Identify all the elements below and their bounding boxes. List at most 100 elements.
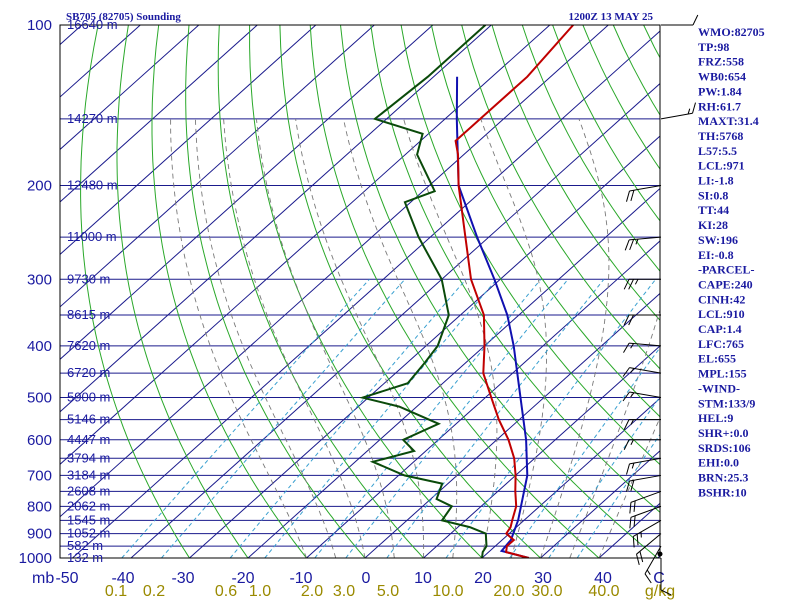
index-entry: SRDS:106	[698, 441, 751, 455]
moist-adiabat-line	[343, 118, 458, 558]
wind-barb	[644, 545, 662, 584]
height-label: 2608 m	[67, 483, 110, 498]
index-entry: BSHR:10	[698, 485, 747, 499]
wind-barb	[661, 14, 699, 26]
moist-adiabat-line	[194, 118, 337, 558]
index-entry: SI:0.8	[698, 188, 728, 202]
height-label: 11000 m	[67, 229, 117, 244]
dry-adiabat-line	[461, 25, 660, 370]
isotherm-line	[60, 25, 375, 308]
height-label: 9730 m	[67, 271, 110, 286]
pressure-tick-label: 400	[27, 338, 52, 355]
pressure-tick-label: 600	[27, 432, 52, 449]
wind-barb	[623, 439, 661, 450]
index-entry: BRN:25.3	[698, 471, 748, 485]
index-entry: TP:98	[698, 40, 729, 54]
mixing-ratio-line	[345, 278, 569, 558]
height-label: 16640 m	[67, 17, 118, 32]
dry-adiabat-line	[80, 25, 190, 558]
dry-adiabat-line	[116, 25, 249, 558]
moist-adiabat-line	[170, 118, 307, 558]
dry-adiabat-line	[185, 25, 366, 558]
wind-barb	[622, 391, 662, 402]
dry-adiabat-line	[340, 25, 658, 558]
moist-adiabat-line	[598, 416, 660, 558]
index-entry: EHI:0.0	[698, 456, 739, 470]
temperature-tick-label: C	[653, 570, 665, 587]
height-label: 132 m	[67, 550, 103, 565]
temperature-tick-label: -30	[171, 570, 194, 587]
index-entry: EI:-0.8	[698, 248, 734, 262]
isotherm-line	[423, 345, 660, 558]
height-label: 6720 m	[67, 365, 110, 380]
mixing-ratio-label: 2.0	[301, 583, 323, 600]
chart-title: SB705 (82705) Sounding	[66, 11, 181, 23]
isotherm-line	[364, 292, 660, 558]
temperature-tick-label: 30	[534, 570, 552, 587]
index-entry: -WIND-	[698, 381, 740, 395]
dry-adiabat-line	[430, 25, 660, 418]
mixing-ratio-label: 0.2	[143, 583, 165, 600]
mixing-ratio-label: 40.0	[588, 583, 619, 600]
dry-adiabat-line	[400, 25, 660, 466]
temperature-tick-label: 10	[414, 570, 432, 587]
index-entry: HEL:9	[698, 411, 733, 425]
parcel-path-line	[455, 76, 530, 558]
index-entry: -PARCEL-	[698, 263, 754, 277]
pressure-tick-label: 1000	[19, 550, 52, 567]
temperature-tick-label: 20	[474, 570, 492, 587]
index-entry: SHR+:0.0	[698, 426, 749, 440]
wind-barb	[629, 505, 662, 529]
index-entry: LCL:971	[698, 159, 745, 173]
index-entry: TT:44	[698, 203, 729, 217]
index-entry: MPL:155	[698, 367, 747, 381]
mixing-ratio-label: 5.0	[377, 583, 399, 600]
temperature-tick-label: -40	[111, 570, 134, 587]
dry-adiabat-line	[279, 25, 541, 558]
dry-adiabat-line	[370, 25, 660, 513]
mixing-ratio-line	[445, 278, 657, 558]
wind-barb	[636, 533, 662, 566]
mixing-ratio-line	[161, 278, 406, 558]
height-label: 1052 m	[67, 526, 110, 541]
index-entry: WMO:82705	[698, 25, 765, 39]
dry-adiabat-line	[582, 25, 660, 170]
mixing-ratio-line	[576, 433, 660, 558]
wind-barb	[660, 558, 672, 596]
height-label: 582 m	[67, 538, 103, 553]
mixing-ratio-label: g/kg	[645, 583, 675, 600]
dry-adiabat-line	[552, 25, 660, 222]
pressure-tick-label: 900	[27, 526, 52, 543]
dry-adiabat-line	[521, 25, 660, 272]
index-entry: SW:196	[698, 233, 738, 247]
moist-adiabat-line	[540, 118, 610, 558]
mixing-ratio-line	[229, 278, 467, 558]
wind-barb	[623, 419, 661, 430]
wind-barb	[623, 314, 661, 326]
temperature-tick-label: -20	[231, 570, 254, 587]
chart-datetime: 1200Z 13 MAY 25	[569, 11, 654, 23]
isotherm-line	[247, 187, 660, 558]
height-label: 8615 m	[67, 307, 110, 322]
wind-barb	[626, 184, 662, 202]
wind-barb	[622, 367, 662, 377]
mixing-ratio-label: 20.0	[493, 583, 524, 600]
index-entry: LI:-1.8	[698, 174, 734, 188]
index-entry: CAPE:240	[698, 277, 753, 291]
index-entry: FRZ:558	[698, 55, 744, 69]
wind-barb	[623, 278, 661, 290]
index-entry: TH:5768	[698, 129, 743, 143]
isotherm-line	[130, 82, 660, 558]
wind-barb	[632, 519, 662, 548]
isotherm-line	[306, 240, 660, 558]
dry-adiabat-line	[151, 25, 307, 558]
index-entry: RH:61.7	[698, 99, 741, 113]
dry-adiabat-line	[309, 25, 600, 558]
height-label: 2062 m	[67, 498, 110, 513]
isotherm-line	[60, 25, 434, 361]
isotherm-line	[481, 397, 660, 558]
isotherm-line	[60, 25, 317, 256]
pressure-tick-label: 500	[27, 390, 52, 407]
